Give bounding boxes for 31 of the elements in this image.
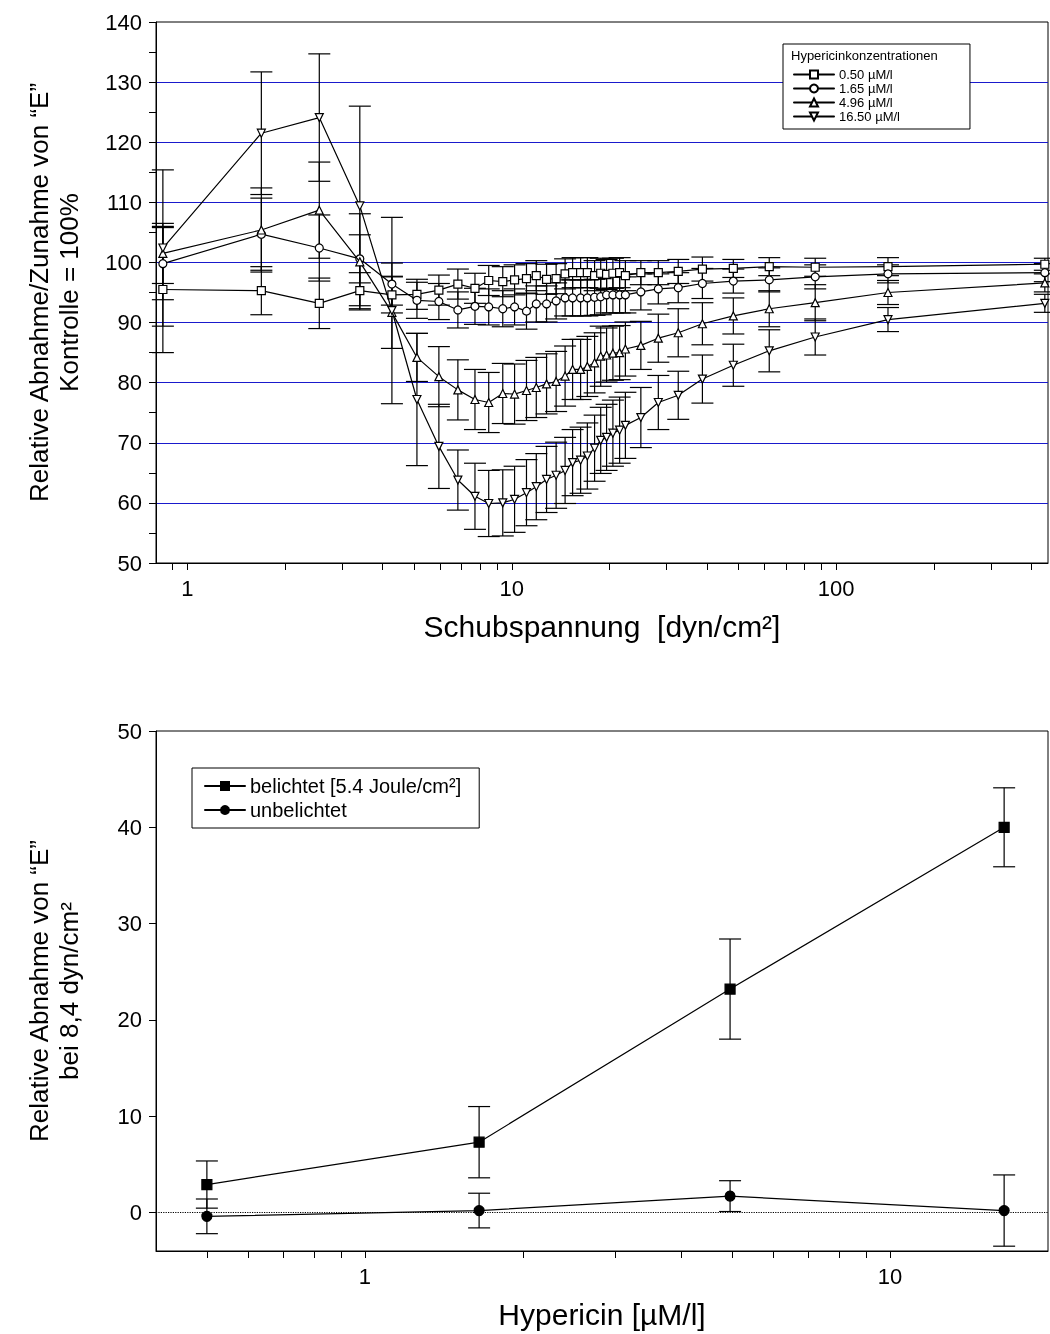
y-tick-label: 80 xyxy=(117,370,142,396)
y-tick-label: 30 xyxy=(117,911,142,937)
legend-label: 1.65 µM/l xyxy=(839,81,893,96)
y-tick-label: 10 xyxy=(117,1103,142,1129)
legend-label: unbelichtet xyxy=(250,799,348,821)
y-tick-label: 130 xyxy=(105,69,142,95)
legend-title: Hypericinkonzentrationen xyxy=(791,48,938,63)
y-axis-title: Relative Abnahme von “E” bei 8,4 dyn/cm² xyxy=(24,839,84,1143)
x-tick-label: 100 xyxy=(817,575,855,601)
y-tick-label: 120 xyxy=(105,129,142,155)
x-tick-label: 1 xyxy=(181,575,194,601)
y-tick-label: 50 xyxy=(117,718,142,744)
y-tick-label: 0 xyxy=(129,1199,142,1225)
y-tick-label: 140 xyxy=(105,9,142,35)
y-tick-label: 90 xyxy=(117,310,142,336)
y-tick-label: 110 xyxy=(106,189,142,215)
y-tick-label: 20 xyxy=(117,1007,142,1033)
x-axis-title: Schubspannung [dyn/cm²] xyxy=(423,609,781,643)
y-axis-title: Relative Abnahme/Zunahme von “E” Kontrolle = 100% xyxy=(24,82,84,503)
y-tick-label: 40 xyxy=(117,814,142,840)
y-tick-label: 50 xyxy=(117,550,142,576)
legend-label: 4.96 µM/l xyxy=(839,95,893,110)
legend-label: 0.50 µM/l xyxy=(839,67,893,82)
y-tick-label: 100 xyxy=(105,249,142,275)
legend-label: belichtet [5.4 Joule/cm²] xyxy=(250,775,462,797)
x-tick-label: 1 xyxy=(358,1263,372,1289)
y-tick-label: 60 xyxy=(117,490,142,516)
x-tick-label: 10 xyxy=(499,575,525,601)
legend-label: 16.50 µM/l xyxy=(839,109,901,124)
x-axis-title: Hypericin [µM/l] xyxy=(498,1297,706,1331)
y-tick-label: 70 xyxy=(117,430,142,456)
